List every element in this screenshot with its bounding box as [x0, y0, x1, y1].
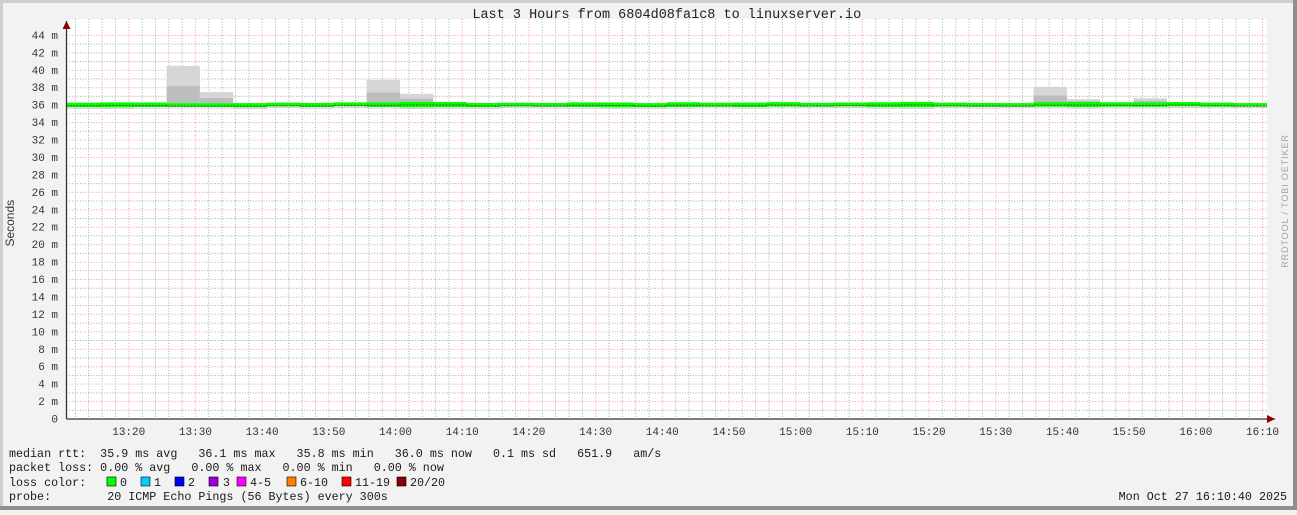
svg-text:32 m: 32 m — [32, 136, 59, 148]
svg-text:38 m: 38 m — [32, 83, 59, 95]
svg-text:12 m: 12 m — [32, 310, 59, 322]
svg-text:14:00: 14:00 — [379, 427, 412, 439]
svg-text:14:50: 14:50 — [712, 427, 745, 439]
svg-text:6-10: 6-10 — [300, 476, 328, 490]
svg-text:22 m: 22 m — [32, 223, 59, 235]
svg-text:RRDTOOL / TOBI OETIKER: RRDTOOL / TOBI OETIKER — [1280, 134, 1290, 268]
svg-text:44 m: 44 m — [32, 31, 59, 43]
svg-text:16:10: 16:10 — [1246, 427, 1279, 439]
svg-text:14:30: 14:30 — [579, 427, 612, 439]
svg-text:14:20: 14:20 — [512, 427, 545, 439]
svg-text:15:30: 15:30 — [979, 427, 1012, 439]
svg-text:34 m: 34 m — [32, 118, 59, 130]
svg-text:20/20: 20/20 — [410, 476, 445, 490]
svg-text:0: 0 — [120, 476, 127, 490]
svg-text:14:40: 14:40 — [646, 427, 679, 439]
svg-text:4-5: 4-5 — [250, 476, 271, 490]
svg-text:2: 2 — [188, 476, 195, 490]
svg-text:median rtt: 35.9 ms avg 36.: median rtt: 35.9 ms avg 36.1 ms max 35.8… — [9, 447, 661, 461]
svg-text:15:10: 15:10 — [846, 427, 879, 439]
svg-text:loss color:: loss color: — [9, 476, 86, 490]
svg-text:Mon Oct 27 16:10:40 2025: Mon Oct 27 16:10:40 2025 — [1119, 490, 1287, 504]
svg-text:40 m: 40 m — [32, 66, 59, 78]
svg-text:13:40: 13:40 — [246, 427, 279, 439]
svg-text:13:20: 13:20 — [112, 427, 145, 439]
svg-text:16 m: 16 m — [32, 275, 59, 287]
svg-text:14 m: 14 m — [32, 292, 59, 304]
svg-text:3: 3 — [223, 476, 230, 490]
svg-text:15:00: 15:00 — [779, 427, 812, 439]
svg-text:Seconds: Seconds — [3, 200, 17, 247]
svg-text:10 m: 10 m — [32, 327, 59, 339]
svg-text:20 m: 20 m — [32, 240, 59, 252]
svg-text:4 m: 4 m — [38, 380, 58, 392]
svg-text:42 m: 42 m — [32, 48, 59, 60]
svg-text:14:10: 14:10 — [446, 427, 479, 439]
svg-text:6 m: 6 m — [38, 362, 58, 374]
svg-text:packet loss: 0.00 % avg 0.00: packet loss: 0.00 % avg 0.00 % max 0.00 … — [9, 461, 444, 475]
svg-text:28 m: 28 m — [32, 170, 59, 182]
svg-text:13:30: 13:30 — [179, 427, 212, 439]
svg-text:13:50: 13:50 — [312, 427, 345, 439]
svg-text:30 m: 30 m — [32, 153, 59, 165]
svg-text:15:40: 15:40 — [1046, 427, 1079, 439]
svg-text:probe: 20 ICMP Echo Pin: probe: 20 ICMP Echo Pings (56 Bytes) eve… — [9, 490, 388, 504]
svg-text:0: 0 — [51, 415, 58, 427]
svg-text:15:20: 15:20 — [913, 427, 946, 439]
svg-text:16:00: 16:00 — [1179, 427, 1212, 439]
svg-text:24 m: 24 m — [32, 205, 59, 217]
svg-text:18 m: 18 m — [32, 258, 59, 270]
svg-text:2 m: 2 m — [38, 397, 58, 409]
svg-text:1: 1 — [154, 476, 161, 490]
svg-text:26 m: 26 m — [32, 188, 59, 200]
svg-text:15:50: 15:50 — [1113, 427, 1146, 439]
svg-text:36 m: 36 m — [32, 101, 59, 113]
svg-text:11-19: 11-19 — [355, 476, 390, 490]
svg-text:8 m: 8 m — [38, 345, 58, 357]
